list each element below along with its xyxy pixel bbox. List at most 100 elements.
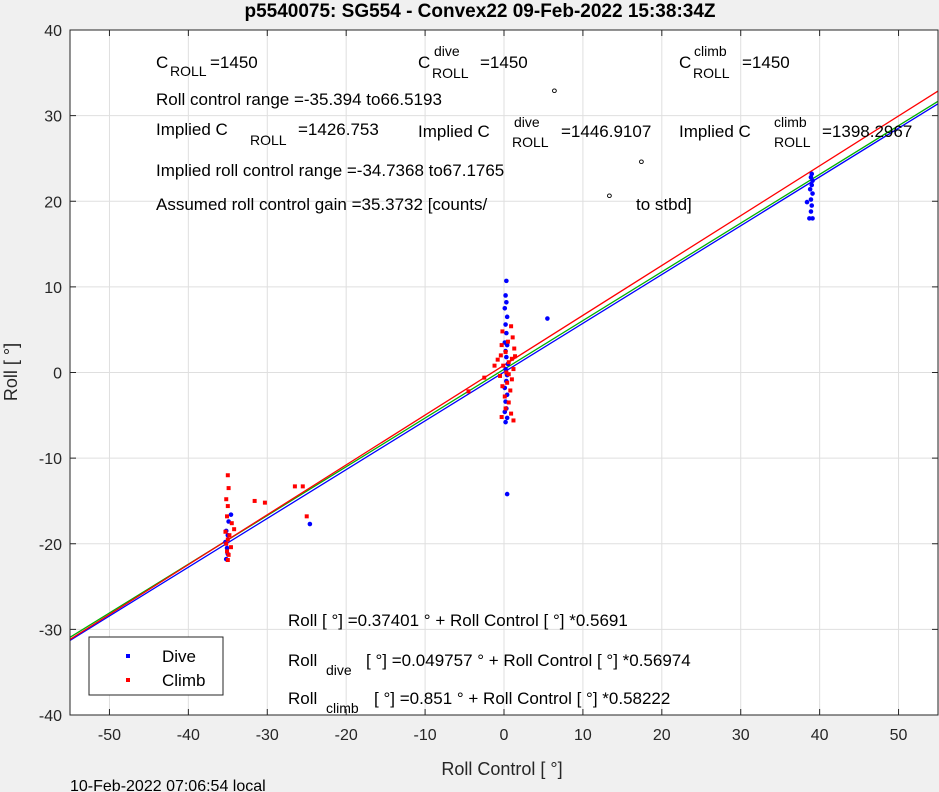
climb-point xyxy=(225,549,230,554)
climb-point xyxy=(225,558,230,563)
climb-point xyxy=(509,377,514,382)
dive-point xyxy=(809,182,815,188)
dive-superscript: dive xyxy=(514,114,540,130)
climb-point xyxy=(226,552,231,557)
footer-timestamp: 10-Feb-2022 07:06:54 local xyxy=(70,778,266,792)
climb-point xyxy=(224,497,229,502)
implied-c-roll-dive-value: =1446.9107 xyxy=(561,122,651,141)
dive-point xyxy=(808,209,814,214)
roll-subscript: ROLL xyxy=(170,63,207,79)
dive-point xyxy=(808,197,814,202)
climb-point xyxy=(503,406,508,411)
dive-point xyxy=(810,191,815,196)
dive-point xyxy=(504,278,509,284)
axis-ticks: -50 -40 -30 -20 -10 0 10 20 30 40 50 -40 -30 -20 -10 0 1… xyxy=(39,23,938,744)
fit-dive-body: [ °] =0.049757 ° + Roll Control [ °] *0.… xyxy=(366,651,691,670)
dive-point xyxy=(504,299,509,305)
legend-dive-marker xyxy=(126,654,130,658)
dive-point xyxy=(807,216,812,221)
c-label: C xyxy=(679,53,691,72)
dive-point xyxy=(804,199,810,205)
x-tick-label: 30 xyxy=(732,727,750,744)
legend-dive-label: Dive xyxy=(162,647,196,666)
climb-point xyxy=(499,415,504,420)
climb-point xyxy=(292,484,297,489)
climb-point xyxy=(504,370,509,375)
degree-symbol: ° xyxy=(606,190,613,209)
climb-point xyxy=(511,418,516,423)
climb-point xyxy=(505,339,510,344)
c-roll-climb-value: =1450 xyxy=(742,53,790,72)
implied-c-label: Implied C xyxy=(418,122,490,141)
legend-climb-label: Climb xyxy=(162,671,205,690)
dive-point xyxy=(545,316,550,321)
annotation-implied-c-roll-dive: Implied C dive ROLL =1446.9107 xyxy=(418,114,651,150)
dive-point xyxy=(226,519,231,524)
x-tick-label: 20 xyxy=(653,727,671,744)
fit-equation-climb: Roll climb [ °] =0.851 ° + Roll Control … xyxy=(288,689,670,716)
climb-point xyxy=(223,529,228,534)
y-tick-label: 40 xyxy=(44,23,62,40)
climb-point xyxy=(512,346,517,351)
y-tick-label: 30 xyxy=(44,109,62,126)
climb-point xyxy=(492,363,497,368)
climb-point xyxy=(304,514,309,519)
climb-point xyxy=(227,533,232,538)
x-tick-label: 50 xyxy=(890,727,908,744)
climb-point xyxy=(503,349,508,354)
climb-point xyxy=(252,498,257,503)
climb-point xyxy=(466,389,471,394)
roll-label: Roll xyxy=(288,651,317,670)
x-tick-label: 0 xyxy=(500,727,509,744)
dive-point xyxy=(809,203,815,208)
y-tick-label: -30 xyxy=(39,622,62,639)
dive-point xyxy=(224,545,230,551)
climb-point xyxy=(505,380,510,385)
climb-point xyxy=(495,357,500,362)
dive-subscript: dive xyxy=(326,662,352,678)
legend: Dive Climb xyxy=(88,636,224,696)
c-label: C xyxy=(156,53,168,72)
dive-point xyxy=(504,415,510,421)
dive-point xyxy=(503,322,508,327)
annotation-c-roll: C ROLL =1450 xyxy=(156,53,258,79)
fit-equation-dive: Roll dive [ °] =0.049757 ° + Roll Contro… xyxy=(288,651,691,678)
dive-point xyxy=(807,186,813,192)
dive-point xyxy=(503,293,508,298)
climb-point xyxy=(506,372,511,377)
implied-c-roll-value: =1426.753 xyxy=(298,120,379,139)
dive-point xyxy=(504,330,509,336)
climb-subscript: climb xyxy=(326,700,359,716)
climb-point xyxy=(228,545,233,550)
implied-c-roll-climb-value: =1398.2967 xyxy=(822,122,912,141)
climb-superscript: climb xyxy=(694,43,727,59)
y-tick-label: -40 xyxy=(39,708,62,725)
data-points xyxy=(223,171,815,563)
roll-subscript: ROLL xyxy=(512,134,549,150)
x-tick-label: 40 xyxy=(811,727,829,744)
dive-point xyxy=(810,216,815,221)
roll-control-range: Roll control range =-35.394 to66.5193 xyxy=(156,90,442,109)
to-stbd-label: to stbd] xyxy=(636,195,692,214)
c-roll-value: =1450 xyxy=(210,53,258,72)
x-axis-label: Roll Control [ °] xyxy=(441,759,562,779)
legend-climb-marker xyxy=(126,678,130,682)
climb-point xyxy=(508,388,513,393)
dive-point xyxy=(504,342,510,348)
annotation-c-roll-climb: C climb ROLL =1450 xyxy=(679,43,790,81)
dive-point xyxy=(809,171,815,177)
climb-point xyxy=(500,329,505,334)
y-tick-label: -20 xyxy=(39,537,62,554)
implied-c-label: Implied C xyxy=(679,122,751,141)
dive-point xyxy=(504,354,509,360)
climb-point xyxy=(226,486,231,491)
climb-point xyxy=(499,343,504,348)
x-tick-label: 10 xyxy=(574,727,592,744)
climb-point xyxy=(500,384,505,389)
x-tick-label: -30 xyxy=(256,727,279,744)
climb-point xyxy=(225,537,230,542)
legend-box xyxy=(88,636,224,696)
implied-c-label: Implied C xyxy=(156,120,228,139)
climb-point xyxy=(498,353,503,358)
degree-symbol: ° xyxy=(638,156,645,175)
